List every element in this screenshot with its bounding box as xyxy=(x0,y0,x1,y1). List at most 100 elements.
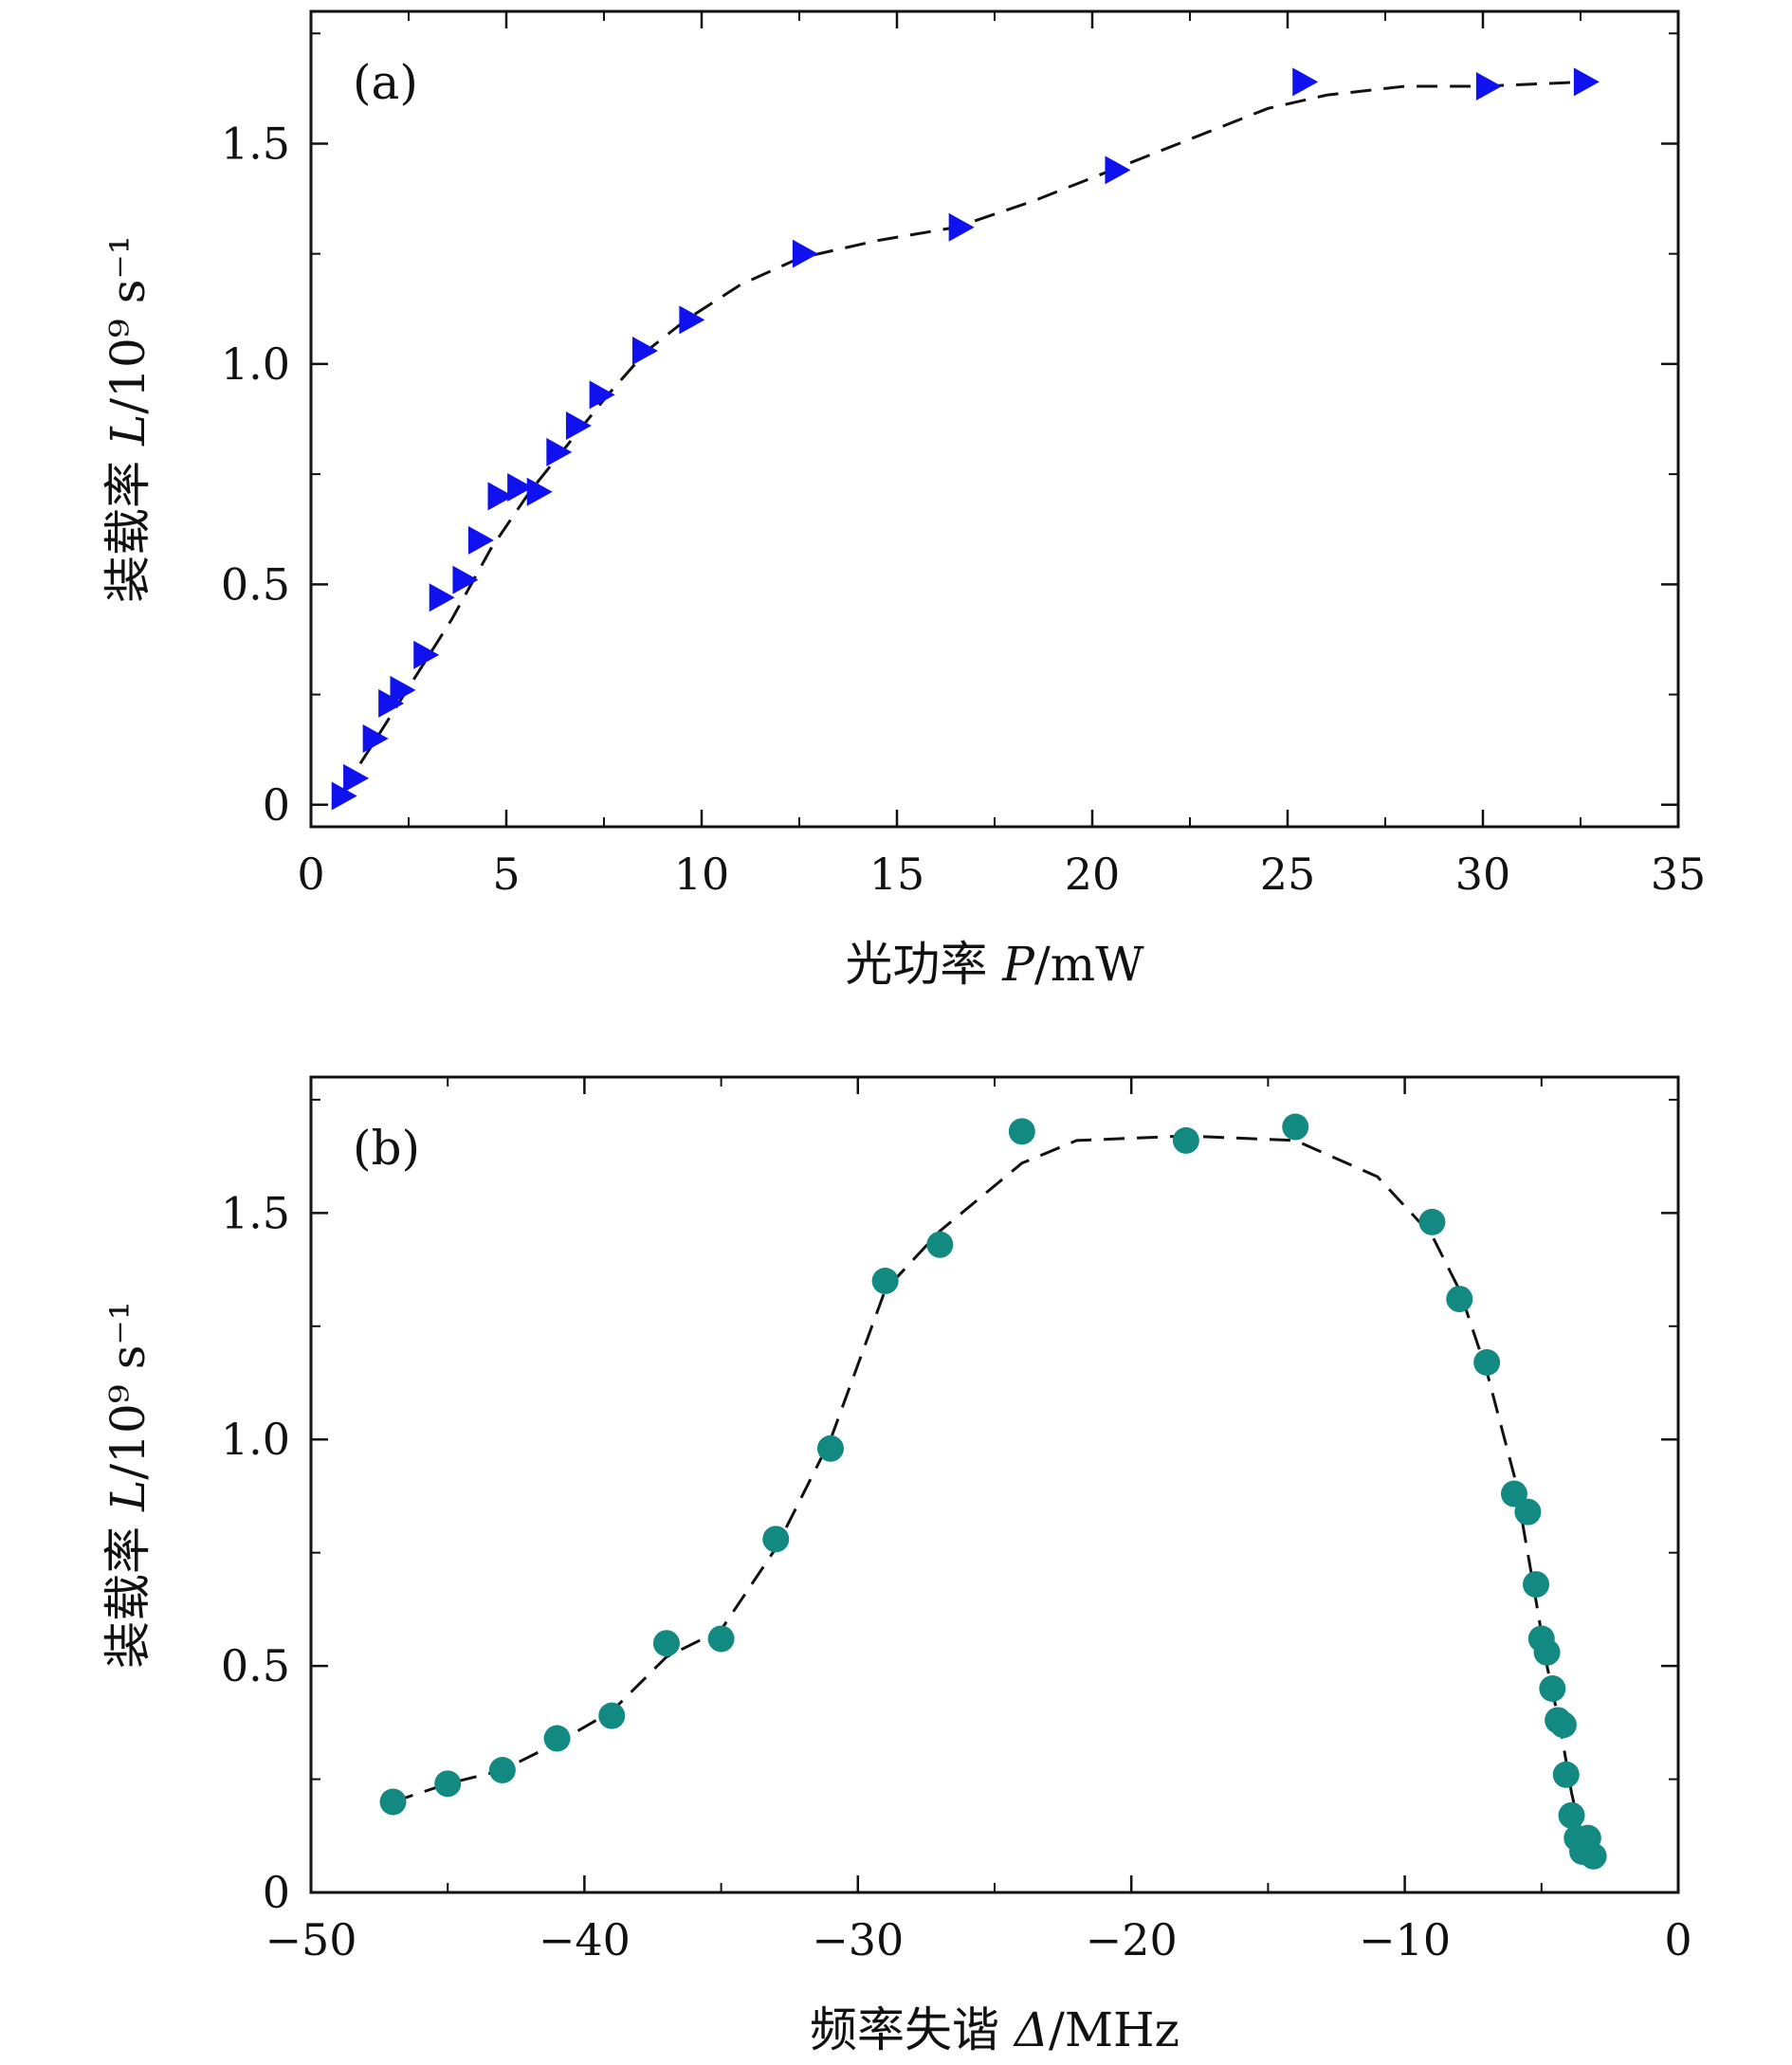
x-axis-label: 光功率 P/mW xyxy=(845,937,1144,992)
x-tick-label: −20 xyxy=(1086,1914,1178,1965)
data-point xyxy=(507,473,534,503)
data-point xyxy=(390,675,416,704)
data-points-group xyxy=(379,1113,1607,1870)
x-tick-label: 35 xyxy=(1651,849,1707,900)
panel-label: (a) xyxy=(353,55,418,110)
x-tick-label: 10 xyxy=(674,849,730,900)
y-tick-label: 0 xyxy=(263,779,290,831)
data-point xyxy=(598,1702,626,1729)
ticks-group: −50 −40 −30 −20 −10 0 0 0.5 1.0 1.5 xyxy=(221,1077,1692,1965)
data-point xyxy=(1008,1118,1035,1145)
data-point xyxy=(1580,1842,1607,1870)
data-point xyxy=(1514,1498,1542,1526)
data-point xyxy=(452,565,479,594)
data-point xyxy=(488,1757,516,1783)
fit-line xyxy=(393,1134,1595,1857)
data-point xyxy=(429,583,455,612)
data-point xyxy=(1552,1761,1580,1788)
data-point xyxy=(487,482,514,511)
data-point xyxy=(1282,1113,1309,1141)
data-point xyxy=(1105,155,1131,185)
data-point xyxy=(1558,1801,1585,1829)
y-tick-label: 1.0 xyxy=(221,1414,290,1465)
data-point xyxy=(1533,1638,1561,1666)
data-point xyxy=(343,763,370,793)
data-point xyxy=(331,781,357,811)
data-point xyxy=(871,1268,899,1294)
x-tick-label: 20 xyxy=(1065,849,1121,900)
y-axis-label-unit: /10⁹ s⁻¹ xyxy=(101,235,155,414)
fit-line-group xyxy=(393,1134,1595,1857)
y-tick-label: 0.5 xyxy=(221,558,290,610)
x-tick-label: −10 xyxy=(1359,1914,1451,1965)
x-tick-label: 0 xyxy=(297,849,324,900)
y-axis-label-prefix: 装载率 xyxy=(101,1511,155,1669)
data-point xyxy=(543,1725,571,1752)
y-tick-label: 1.0 xyxy=(221,338,290,390)
data-point xyxy=(1500,1480,1527,1508)
x-axis-label-prefix: 频率失谐 xyxy=(810,2002,1015,2057)
data-point xyxy=(1292,67,1319,97)
data-point xyxy=(1446,1286,1473,1313)
y-axis-label-prefix: 装载率 xyxy=(101,446,155,603)
x-tick-label: 30 xyxy=(1455,849,1511,900)
x-axis-label-unit: /mW xyxy=(1034,937,1144,992)
x-axis-label-symbol: Δ xyxy=(1013,2002,1049,2057)
ticks-group: 0 5 10 15 20 25 30 35 0 0.5 1.0 1.5 xyxy=(221,11,1706,900)
data-point xyxy=(948,212,975,242)
data-point xyxy=(652,1630,680,1657)
data-point xyxy=(1539,1675,1566,1702)
data-point xyxy=(631,336,658,365)
x-axis-label: 频率失谐 Δ/MHz xyxy=(810,2002,1179,2057)
x-axis-label-symbol: P xyxy=(1001,937,1035,992)
y-axis-label-symbol: L xyxy=(101,414,155,447)
data-point xyxy=(1418,1208,1446,1235)
fit-line xyxy=(340,80,1585,793)
y-axis-label-unit: /10⁹ s⁻¹ xyxy=(101,1301,155,1480)
data-point xyxy=(467,525,494,555)
data-point xyxy=(546,437,573,466)
data-point xyxy=(526,477,553,506)
data-point xyxy=(1573,67,1600,97)
x-tick-label: 15 xyxy=(869,849,925,900)
y-tick-label: 1.5 xyxy=(221,1187,290,1238)
y-tick-label: 0.5 xyxy=(221,1640,290,1691)
panel-a: 0 5 10 15 20 25 30 35 0 0.5 1.0 1.5 (a) 光功率 P/mW 装载… xyxy=(101,9,1706,992)
data-point xyxy=(679,305,705,335)
plot-frame xyxy=(309,9,1680,829)
y-tick-label: 0 xyxy=(263,1867,290,1918)
x-tick-label: −30 xyxy=(812,1914,904,1965)
data-point xyxy=(565,411,592,440)
data-point xyxy=(1523,1571,1550,1599)
data-point xyxy=(926,1231,954,1258)
x-tick-label: −50 xyxy=(265,1914,357,1965)
data-point xyxy=(762,1526,790,1553)
x-tick-label: 25 xyxy=(1260,849,1316,900)
panel-label: (b) xyxy=(353,1121,420,1176)
data-point xyxy=(362,724,389,754)
data-point xyxy=(1473,1349,1501,1376)
y-axis-label: 装载率 L/10⁹ s⁻¹ xyxy=(101,1301,155,1669)
panel-b: −50 −40 −30 −20 −10 0 0 0.5 1.0 1.5 (b) 频率失谐 Δ/MH… xyxy=(101,1075,1692,2057)
x-tick-label: 5 xyxy=(492,849,520,900)
y-axis-label-symbol: L xyxy=(101,1480,155,1512)
x-tick-label: 0 xyxy=(1664,1914,1691,1965)
data-point xyxy=(792,239,818,268)
y-axis-label: 装载率 L/10⁹ s⁻¹ xyxy=(101,235,155,603)
data-point xyxy=(1172,1126,1199,1154)
data-point xyxy=(379,1788,407,1816)
data-point xyxy=(816,1435,844,1462)
x-tick-label: −40 xyxy=(539,1914,631,1965)
x-axis-label-unit: /MHz xyxy=(1049,2002,1179,2057)
data-point xyxy=(1549,1711,1577,1739)
fit-line-group xyxy=(340,80,1585,793)
data-point xyxy=(413,640,440,669)
data-point xyxy=(707,1625,735,1653)
data-point xyxy=(434,1770,462,1798)
plot-frame xyxy=(309,1075,1680,1894)
data-points-group xyxy=(331,67,1600,811)
x-axis-label-prefix: 光功率 xyxy=(845,937,1002,992)
data-point xyxy=(1475,72,1502,101)
y-tick-label: 1.5 xyxy=(221,118,290,169)
